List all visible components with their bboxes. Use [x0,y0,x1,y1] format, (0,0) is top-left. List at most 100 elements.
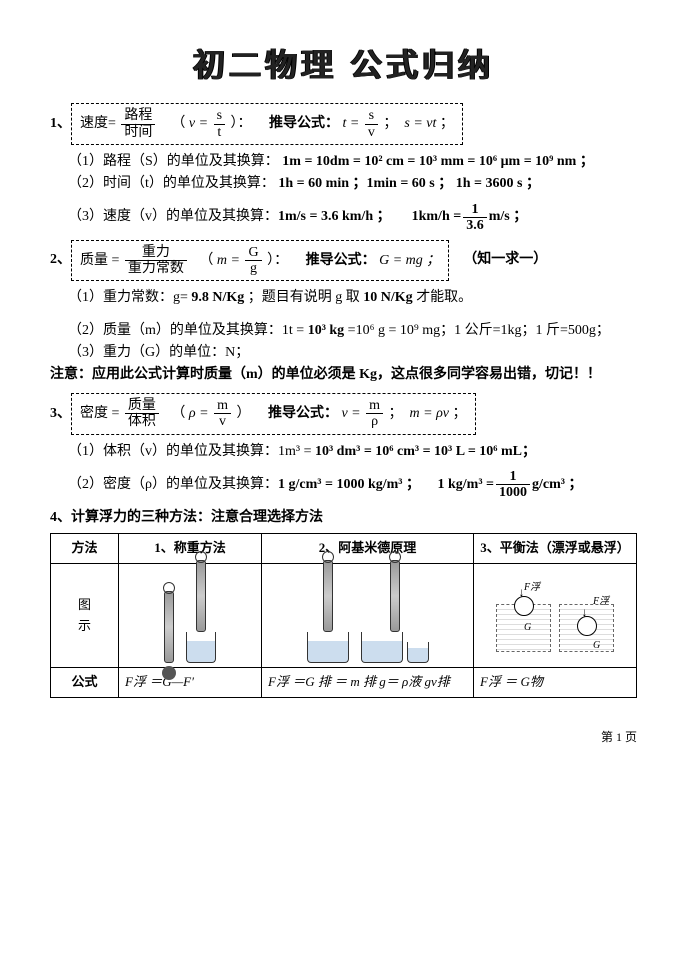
paren-close: ）： [231,116,252,131]
p3-a: 1m/s = 3.6 km/h ； [278,206,391,228]
frac-num: s [365,108,378,124]
frac-num: s [214,108,225,124]
frac-num: 1 [496,469,530,485]
t-eq: t = [343,116,360,131]
rho-eq: ρ = [189,406,209,421]
sec3-p2: （2）密度（ρ）的单位及其换算： 1 g/cm³ = 1000 kg/m³ ； … [68,469,637,501]
m-eq: m = [217,253,240,268]
p2-label: （2）时间（t）的单位及其换算： [68,176,275,191]
paren-close: ）： [267,253,288,268]
v-eq: v = [189,116,208,131]
sec2-p3: （3）重力（G）的单位：N； [68,342,637,364]
sec2-p2: （2）质量（m）的单位及其换算：1t = 10³ kg =10⁶ g = 10⁹… [68,320,637,342]
rho-frac: m v [214,398,231,430]
col3: 3、平衡法（漂浮或悬浮） [474,534,637,564]
formula-1: F浮 ＝G—F′ [119,668,262,698]
section-3: 3、 密度 = 质量 体积 （ ρ = m v ） 推导公式： v = m ρ … [50,393,637,435]
section-2: 2、 质量 = 重力 重力常数 （ m = G g ）： 推导公式： G = m… [50,240,637,282]
formula-text: F浮 ＝G—F′ [125,674,194,689]
f-label: F浮 [524,580,540,596]
p3-label: （3）重力（G）的单位：N； [68,345,249,360]
table-row: 图 示 [51,564,637,668]
sec3-p1: （1）体积（v）的单位及其换算：1m³ = 10³ dm³ = 10⁶ cm³ … [68,441,637,463]
frac-num: 质量 [125,398,159,414]
p1-d: 才能取。 [416,290,472,305]
p2-eq: 1h = 60 min ；1min = 60 s ； 1h = 3600 s ； [278,176,540,191]
p1-a: 9.8 N/Kg [191,290,244,305]
sep: ； [389,406,403,421]
sec3-def-frac: 质量 体积 [125,398,159,430]
sec3-def-pre: 密度 = [80,406,119,421]
paren-close: ） [236,406,250,421]
end: ； [453,406,467,421]
page-title: 初二物理 公式归纳 [50,40,637,91]
section-1: 1、 速度= 路程 时间 （ v = s t ）： 推导公式： t = s v … [50,103,637,145]
frac-num: 1 [463,202,487,218]
paren: （ [171,116,185,131]
sec3-box: 密度 = 质量 体积 （ ρ = m v ） 推导公式： v = m ρ ； m… [71,393,476,435]
spring-scale-icon [196,560,206,632]
formula-text: F浮 ＝G 排 ＝ m 排 g＝ ρ液 gv排 [268,674,450,689]
frac-den: t [214,125,225,140]
v-eq: v = [341,406,360,421]
s-eq: s = vt [404,116,436,131]
sec3-num: 3、 [50,403,71,425]
m-eq: m = ρv [410,406,450,421]
p2-a: 10³ kg [308,323,344,338]
f-label: F浮 [593,594,609,610]
frac-den: 3.6 [463,218,487,233]
col0: 方法 [51,534,119,564]
p3-b-frac: 1 3.6 [463,202,487,234]
p1-b: ；题目有说明 g 取 [248,290,360,305]
v-frac: s t [214,108,225,140]
p2-label: （2）质量（m）的单位及其换算：1t = [68,323,304,338]
p2-b-lhs: 1 kg/m³ = [437,474,494,496]
sec2-box: 质量 = 重力 重力常数 （ m = G g ）： 推导公式： G = mg ； [71,240,449,282]
sec1-p2: （2）时间（t）的单位及其换算： 1h = 60 min ；1min = 60 … [68,173,637,195]
formula-text: F浮 ＝ G物 [480,674,543,689]
diagram-1 [119,564,262,668]
p1-label: （1）体积（v）的单位及其换算：1m³ = [68,444,311,459]
p1-c: 10 N/Kg [363,290,412,305]
row-diag-label: 图 示 [51,564,119,668]
diagram-3: F浮 G F浮 G [474,564,637,668]
derive-label: 推导公式： [306,253,376,268]
v-frac: m ρ [366,398,383,430]
sec4-heading: 4、计算浮力的三种方法：注意合理选择方法 [50,507,637,529]
sec1-def-pre: 速度= [80,116,116,131]
p2-b-rhs: g/cm³ ； [532,474,582,496]
sec1-p3: （3）速度（v）的单位及其换算： 1m/s = 3.6 km/h ； 1km/h… [68,202,637,234]
page-footer: 第 1 页 [50,728,637,747]
p1-label: （1）路程（S）的单位及其换算： [68,154,279,169]
frac-num: m [214,398,231,414]
frac-den: 体积 [125,414,159,429]
g-label: G [524,620,531,636]
p2-label: （2）密度（ρ）的单位及其换算： [68,474,278,496]
p2-b: =10⁶ g = 10⁹ mg；1 公斤=1kg；1 斤=500g； [348,323,610,338]
frac-den: v [214,414,231,429]
m-frac: G g [245,245,261,277]
derive-label: 推导公式： [269,116,339,131]
paren: （ [199,253,213,268]
sec2-num: 2、 [50,249,71,271]
g-eq: G = mg ； [379,253,440,268]
row-formula-label: 公式 [51,668,119,698]
frac-den: 时间 [121,125,155,140]
spring-scale-icon [323,560,333,632]
table-row: 公式 F浮 ＝G—F′ F浮 ＝G 排 ＝ m 排 g＝ ρ液 gv排 F浮 ＝… [51,668,637,698]
beaker-icon [307,632,349,663]
suspend-diagram-icon: F浮 G [559,576,614,656]
frac-num: G [245,245,261,261]
diagram-2 [262,564,474,668]
sec2-def-pre: 质量 = [80,253,119,268]
g-label: G [593,638,600,654]
p1-eq: 1m = 10dm = 10² cm = 10³ mm = 10⁶ μm = 1… [282,154,594,169]
p3-b-lhs: 1km/h = [412,206,462,228]
frac-den: 1000 [496,485,530,500]
sec2-tip: （知一求一） [463,249,547,271]
end: ； [440,116,454,131]
formula-3: F浮 ＝ G物 [474,668,637,698]
frac-num: m [366,398,383,414]
sec1-p1: （1）路程（S）的单位及其换算： 1m = 10dm = 10² cm = 10… [68,151,637,173]
paren: （ [171,406,185,421]
